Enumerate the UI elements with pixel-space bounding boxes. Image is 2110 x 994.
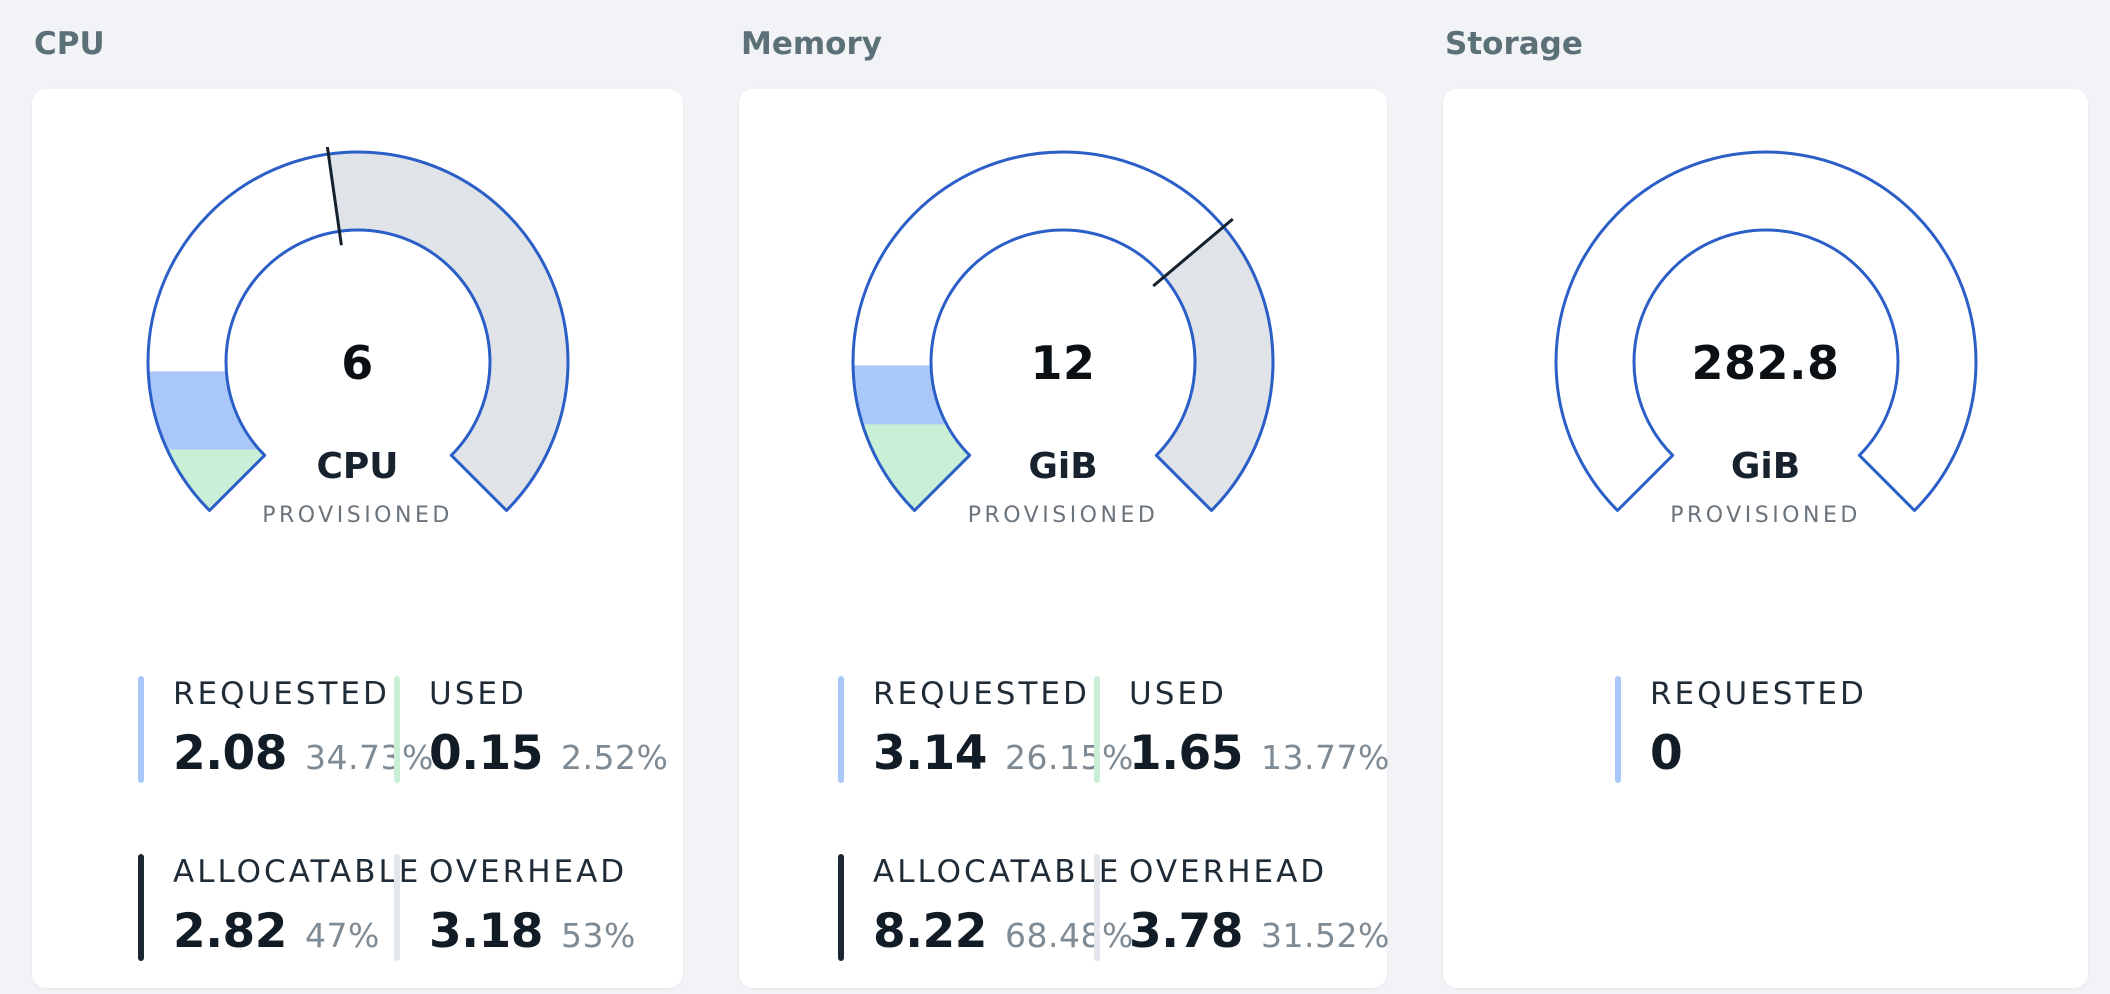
stat-values: 1.65 13.77%	[1129, 726, 1390, 781]
stat-requested: REQUESTED 0	[1615, 676, 1871, 783]
stat-value: 2.08	[173, 726, 287, 781]
stat-row: REQUESTED 0	[1615, 676, 2064, 783]
stat-value: 0	[1650, 726, 1683, 781]
stat-overhead: OVERHEAD 3.18 53%	[394, 854, 659, 961]
cpu-gauge: 6 CPU PROVISIONED	[138, 147, 578, 577]
stat-percent: 2.52%	[560, 738, 669, 777]
stat-percent: 13.77%	[1260, 738, 1390, 777]
cpu-gauge-chart	[146, 147, 569, 512]
stat-allocatable: ALLOCATABLE 2.82 47%	[138, 854, 422, 961]
storage-gauge-chart	[1554, 150, 1977, 512]
cpu-section: CPU 6 CPU PROVISIONED REQUESTED 2.08 34.…	[32, 0, 683, 994]
stat-row: ALLOCATABLE 2.82 47% OVERHEAD 3.18 53%	[138, 854, 659, 961]
memory-gauge: 12 GiB PROVISIONED	[843, 147, 1283, 577]
cpu-section-title: CPU	[34, 26, 105, 62]
stat-percent: 31.52%	[1260, 916, 1390, 955]
stat-value: 0.15	[429, 726, 543, 781]
stat-value: 3.78	[1129, 904, 1243, 959]
storage-gauge: 282.8 GiB PROVISIONED	[1546, 147, 1986, 577]
cpu-stats: REQUESTED 2.08 34.73% USED 0.15 2.52%	[32, 676, 668, 961]
stat-values: 2.08 34.73%	[173, 726, 433, 781]
storage-card: 282.8 GiB PROVISIONED REQUESTED 0	[1443, 89, 2088, 988]
stat-percent: 34.73%	[304, 738, 434, 777]
storage-section: Storage 282.8 GiB PROVISIONED REQUESTED …	[1443, 0, 2088, 994]
stat-values: 3.14 26.15%	[873, 726, 1133, 781]
stat-label: OVERHEAD	[429, 854, 628, 890]
stat-values: 0	[1650, 726, 1871, 781]
stat-row: REQUESTED 2.08 34.73% USED 0.15 2.52%	[138, 676, 668, 783]
stat-label: OVERHEAD	[1129, 854, 1328, 890]
stat-values: 3.78 31.52%	[1129, 904, 1390, 959]
stat-percent: 47%	[304, 916, 380, 955]
stat-value: 2.82	[173, 904, 287, 959]
cpu-card: 6 CPU PROVISIONED REQUESTED 2.08 34.73% …	[32, 89, 683, 988]
stat-label: ALLOCATABLE	[873, 854, 1122, 890]
stat-row: REQUESTED 3.14 26.15% USED 1.65 13.77%	[838, 676, 1389, 783]
stat-values: 0.15 2.52%	[429, 726, 668, 781]
memory-card: 12 GiB PROVISIONED REQUESTED 3.14 26.15%…	[739, 89, 1389, 988]
memory-stats: REQUESTED 3.14 26.15% USED 1.65 13.77%	[739, 676, 1389, 961]
stat-requested: REQUESTED 3.14 26.15%	[838, 676, 1133, 783]
stat-label: REQUESTED	[1650, 676, 1867, 712]
stat-percent: 26.15%	[1004, 738, 1134, 777]
stat-percent: 68.48%	[1004, 916, 1134, 955]
stat-value: 8.22	[873, 904, 987, 959]
stat-values: 3.18 53%	[429, 904, 659, 959]
stat-values: 2.82 47%	[173, 904, 394, 959]
stat-values: 8.22 68.48%	[873, 904, 1133, 959]
memory-section: Memory 12 GiB PROVISIONED REQUESTED 3.14…	[739, 0, 1389, 994]
storage-section-title: Storage	[1445, 26, 1583, 62]
memory-section-title: Memory	[741, 26, 882, 62]
stat-row: ALLOCATABLE 8.22 68.48% OVERHEAD 3.78 31…	[838, 854, 1389, 961]
stat-label: REQUESTED	[173, 676, 390, 712]
storage-stats: REQUESTED 0	[1443, 676, 2064, 783]
stat-used: USED 1.65 13.77%	[1094, 676, 1390, 783]
stat-value: 1.65	[1129, 726, 1243, 781]
stat-percent: 53%	[560, 916, 636, 955]
stat-used: USED 0.15 2.52%	[394, 676, 668, 783]
stat-value: 3.18	[429, 904, 543, 959]
stat-allocatable: ALLOCATABLE 8.22 68.48%	[838, 854, 1133, 961]
stat-overhead: OVERHEAD 3.78 31.52%	[1094, 854, 1390, 961]
memory-gauge-chart	[851, 150, 1275, 512]
stat-value: 3.14	[873, 726, 987, 781]
stat-label: USED	[1129, 676, 1227, 712]
stat-label: REQUESTED	[873, 676, 1090, 712]
stat-requested: REQUESTED 2.08 34.73%	[138, 676, 433, 783]
stat-label: ALLOCATABLE	[173, 854, 422, 890]
stat-label: USED	[429, 676, 527, 712]
